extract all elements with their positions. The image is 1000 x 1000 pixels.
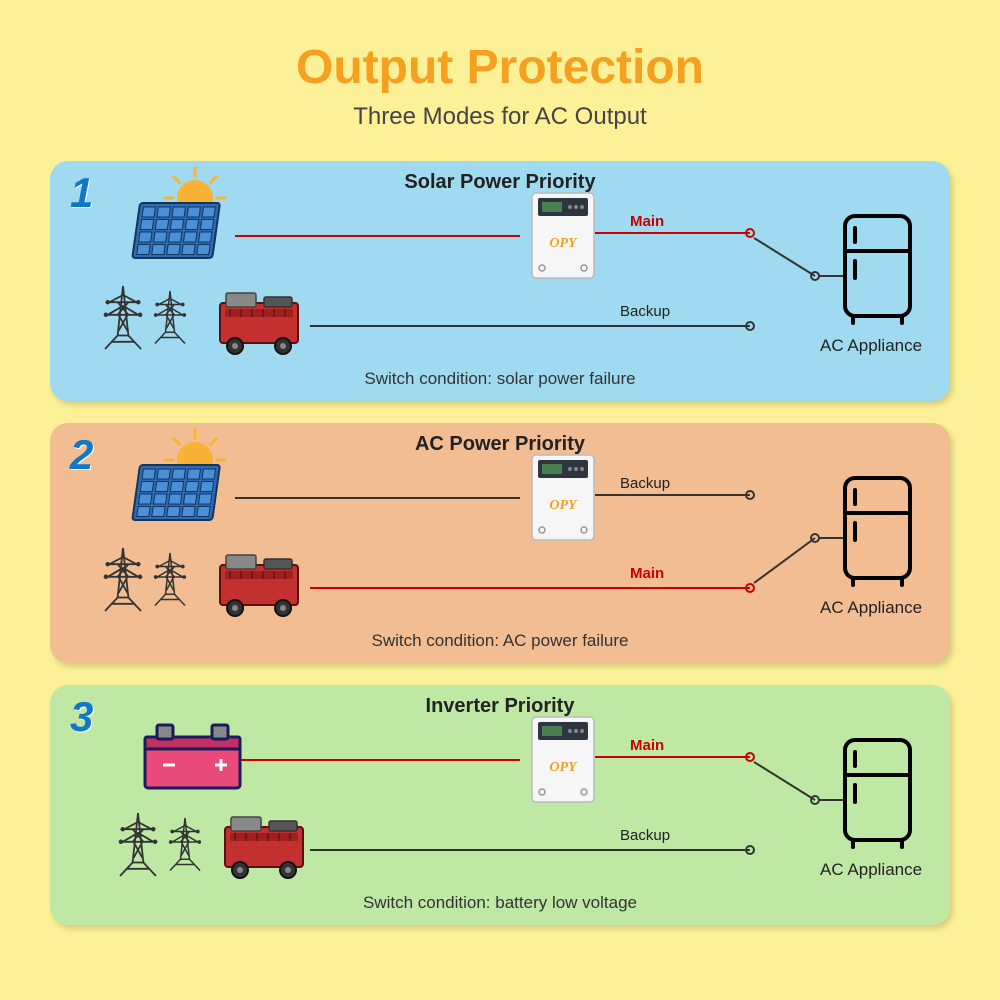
page-subtitle: Three Modes for AC Output bbox=[50, 103, 950, 131]
mode-title: AC Power Priority bbox=[50, 433, 950, 456]
appliance-label: AC Appliance bbox=[820, 860, 922, 880]
switch-condition: Switch condition: battery low voltage bbox=[50, 893, 950, 913]
mode-title: Inverter Priority bbox=[50, 695, 950, 718]
appliance-label: AC Appliance bbox=[820, 598, 922, 618]
main-label: Main bbox=[630, 213, 664, 230]
mode-title: Solar Power Priority bbox=[50, 171, 950, 194]
svg-text:OPY: OPY bbox=[549, 236, 578, 251]
backup-label: Backup bbox=[620, 827, 670, 844]
main-label: Main bbox=[630, 565, 664, 582]
switch-condition: Switch condition: AC power failure bbox=[50, 631, 950, 651]
backup-label: Backup bbox=[620, 303, 670, 320]
mode-panel-1: 1 Solar Power Priority bbox=[50, 161, 950, 401]
mode-panel-3: 3 Inverter Priority bbox=[50, 685, 950, 925]
mode-panel-2: 2 AC Power Priority bbox=[50, 423, 950, 663]
switch-condition: Switch condition: solar power failure bbox=[50, 369, 950, 389]
page-title: Output Protection bbox=[50, 40, 950, 95]
main-label: Main bbox=[630, 737, 664, 754]
backup-label: Backup bbox=[620, 475, 670, 492]
svg-text:OPY: OPY bbox=[549, 760, 578, 775]
svg-text:OPY: OPY bbox=[549, 498, 578, 513]
appliance-label: AC Appliance bbox=[820, 336, 922, 356]
